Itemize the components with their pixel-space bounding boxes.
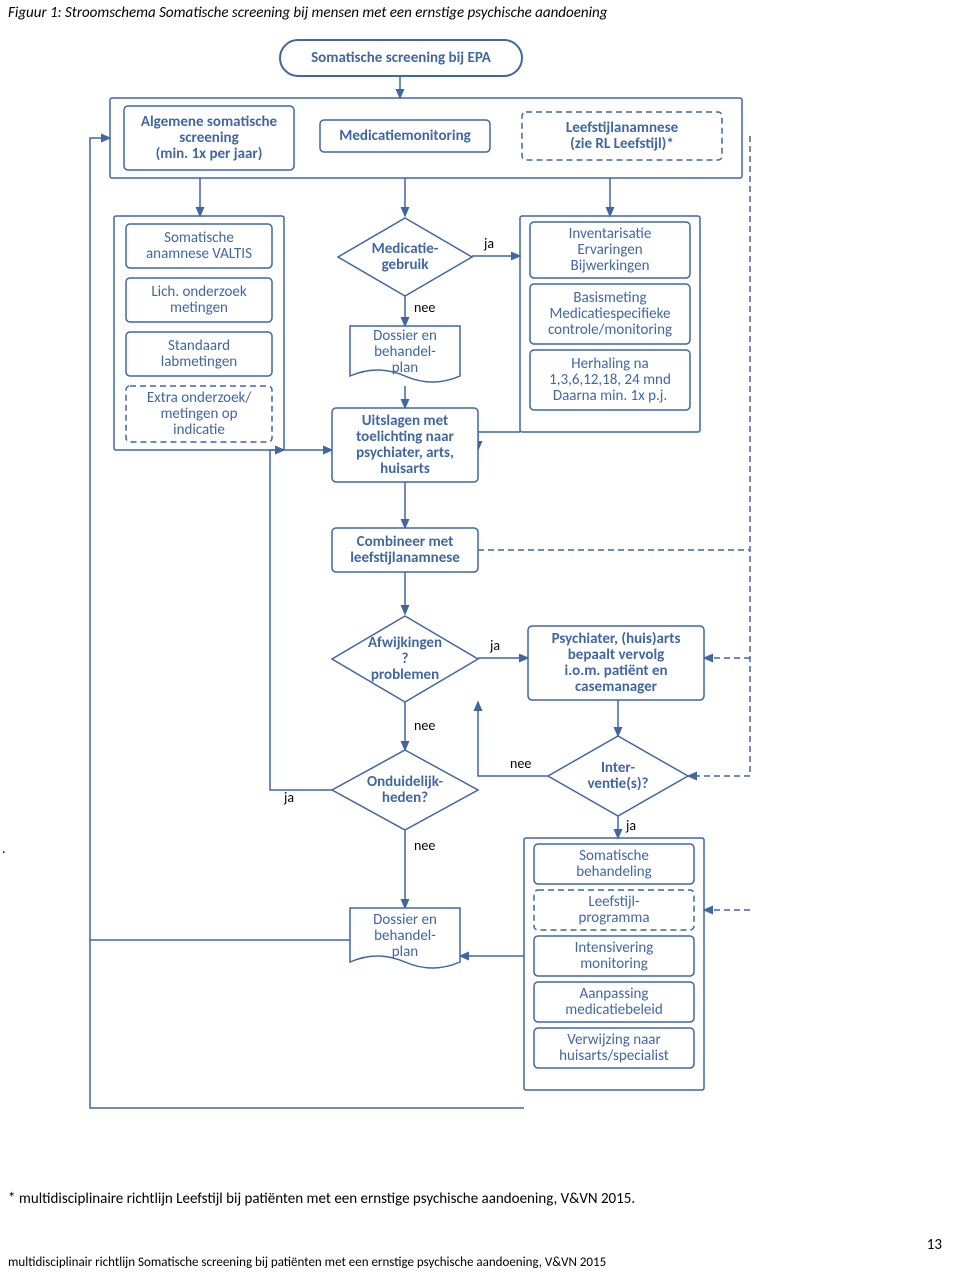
svg-text:indicatie: indicatie bbox=[173, 421, 225, 439]
svg-text:monitoring: monitoring bbox=[580, 955, 648, 973]
svg-text:Bijwerkingen: Bijwerkingen bbox=[571, 257, 650, 275]
svg-text:labmetingen: labmetingen bbox=[161, 353, 237, 371]
svg-text:(min. 1x per jaar): (min. 1x per jaar) bbox=[156, 145, 263, 163]
svg-text:nee: nee bbox=[414, 717, 435, 734]
svg-text:anamnese VALTIS: anamnese VALTIS bbox=[146, 245, 252, 263]
svg-text:ventie(s)?: ventie(s)? bbox=[587, 775, 648, 793]
svg-text:nee: nee bbox=[510, 755, 531, 772]
svg-text:nee: nee bbox=[414, 837, 435, 854]
svg-text:ja: ja bbox=[625, 817, 636, 834]
svg-text:Medicatiemonitoring: Medicatiemonitoring bbox=[339, 127, 470, 145]
svg-text:casemanager: casemanager bbox=[575, 678, 658, 696]
page-number: 13 bbox=[927, 1236, 942, 1254]
footer-text: multidisciplinair richtlijn Somatische s… bbox=[8, 1255, 606, 1270]
svg-text:plan: plan bbox=[392, 359, 418, 377]
svg-text:plan: plan bbox=[392, 943, 418, 961]
svg-text:ja: ja bbox=[489, 637, 500, 654]
svg-text:huisarts: huisarts bbox=[380, 460, 430, 478]
svg-text:ja: ja bbox=[483, 235, 494, 252]
svg-text:medicatiebeleid: medicatiebeleid bbox=[565, 1001, 662, 1019]
svg-text:(zie RL Leefstijl)*: (zie RL Leefstijl)* bbox=[570, 135, 674, 153]
stray-dot: . bbox=[2, 840, 6, 857]
svg-text:Somatische screening bij EPA: Somatische screening bij EPA bbox=[311, 49, 492, 67]
svg-text:programma: programma bbox=[578, 909, 649, 927]
figure-caption: Figuur 1: Stroomschema Somatische screen… bbox=[8, 4, 607, 22]
svg-text:controle/monitoring: controle/monitoring bbox=[548, 321, 672, 339]
svg-text:problemen: problemen bbox=[371, 666, 439, 684]
flowchart-canvas: ja nee ja nee nee ja ja nee Somatische screening… bbox=[70, 30, 790, 1150]
svg-text:behandeling: behandeling bbox=[576, 863, 651, 881]
svg-text:heden?: heden? bbox=[382, 789, 428, 807]
svg-text:leefstijlanamnese: leefstijlanamnese bbox=[350, 549, 460, 567]
footnote-text: * multidisciplinaire richtlijn Leefstijl… bbox=[8, 1190, 635, 1208]
svg-text:metingen: metingen bbox=[170, 299, 228, 317]
svg-text:huisarts/specialist: huisarts/specialist bbox=[559, 1047, 669, 1065]
svg-text:ja: ja bbox=[283, 789, 294, 806]
svg-text:gebruik: gebruik bbox=[382, 256, 430, 274]
svg-text:nee: nee bbox=[414, 299, 435, 316]
svg-text:Daarna min. 1x p.j.: Daarna min. 1x p.j. bbox=[553, 387, 667, 405]
